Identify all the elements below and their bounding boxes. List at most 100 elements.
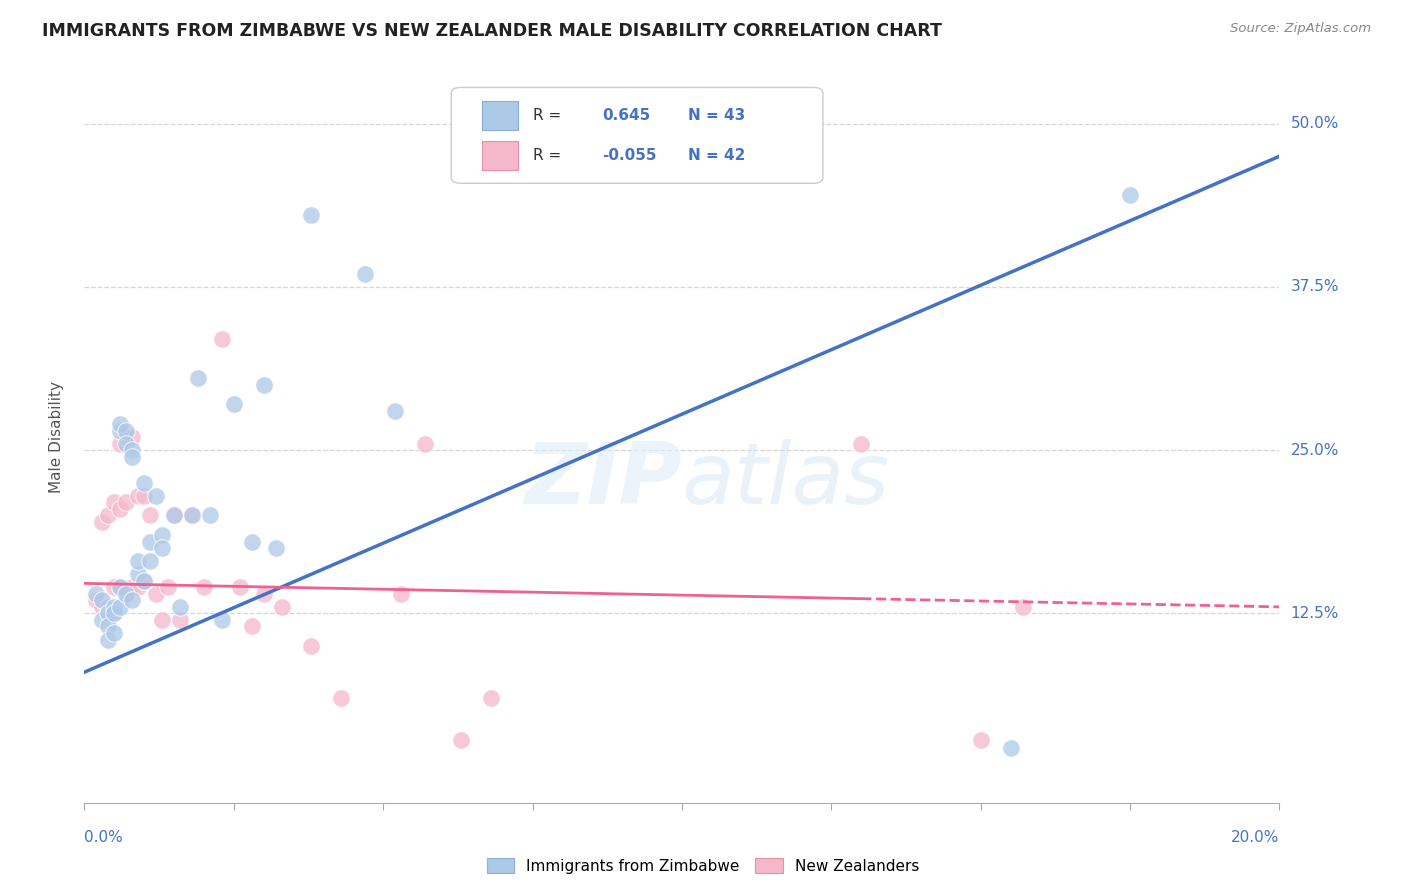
Point	[115, 587, 138, 601]
Point	[121, 580, 143, 594]
Text: 25.0%: 25.0%	[1291, 442, 1339, 458]
Point	[150, 613, 173, 627]
Point	[97, 632, 120, 647]
Point	[91, 599, 114, 614]
Point	[103, 607, 125, 621]
Point	[270, 599, 292, 614]
Text: 0.0%: 0.0%	[84, 830, 124, 845]
Point	[157, 580, 180, 594]
Point	[139, 554, 162, 568]
Point	[103, 495, 125, 509]
Point	[132, 489, 156, 503]
Point	[110, 424, 132, 438]
Point	[139, 534, 162, 549]
Point	[103, 626, 125, 640]
Point	[91, 593, 114, 607]
Point	[330, 691, 353, 706]
Point	[169, 599, 191, 614]
Point	[389, 587, 412, 601]
Point	[97, 607, 120, 621]
Point	[127, 554, 149, 568]
Point	[354, 267, 377, 281]
Text: N = 42: N = 42	[688, 148, 745, 163]
Point	[110, 580, 132, 594]
Point	[240, 534, 263, 549]
FancyBboxPatch shape	[482, 101, 519, 130]
FancyBboxPatch shape	[451, 87, 823, 183]
Point	[91, 515, 114, 529]
Text: R =: R =	[533, 148, 561, 163]
Text: 0.645: 0.645	[602, 108, 650, 123]
Legend: Immigrants from Zimbabwe, New Zealanders: Immigrants from Zimbabwe, New Zealanders	[481, 852, 925, 880]
Point	[301, 639, 323, 653]
Point	[211, 332, 233, 346]
Point	[97, 599, 120, 614]
Point	[450, 733, 472, 747]
Text: 12.5%: 12.5%	[1291, 606, 1339, 621]
Point	[86, 593, 108, 607]
Point	[228, 580, 252, 594]
Point	[103, 580, 125, 594]
Point	[253, 587, 276, 601]
Point	[127, 489, 149, 503]
Point	[851, 436, 873, 450]
Text: atlas: atlas	[682, 440, 890, 523]
Point	[110, 436, 132, 450]
Point	[121, 430, 143, 444]
Point	[115, 495, 138, 509]
Point	[301, 208, 323, 222]
Point	[384, 404, 406, 418]
Text: R =: R =	[533, 108, 561, 123]
Point	[132, 574, 156, 588]
Point	[163, 508, 186, 523]
Point	[187, 371, 209, 385]
Point	[181, 508, 204, 523]
Point	[413, 436, 436, 450]
Y-axis label: Male Disability: Male Disability	[49, 381, 63, 493]
Point	[132, 475, 156, 490]
Point	[110, 417, 132, 431]
Point	[253, 377, 276, 392]
Point	[115, 587, 138, 601]
Point	[103, 607, 125, 621]
Text: 50.0%: 50.0%	[1291, 116, 1339, 131]
Point	[193, 580, 215, 594]
Point	[1119, 188, 1142, 202]
Text: IMMIGRANTS FROM ZIMBABWE VS NEW ZEALANDER MALE DISABILITY CORRELATION CHART: IMMIGRANTS FROM ZIMBABWE VS NEW ZEALANDE…	[42, 22, 942, 40]
Point	[198, 508, 221, 523]
Text: 20.0%: 20.0%	[1232, 830, 1279, 845]
Point	[169, 613, 191, 627]
Point	[121, 593, 143, 607]
Point	[110, 580, 132, 594]
Text: 37.5%: 37.5%	[1291, 279, 1339, 294]
Point	[222, 397, 245, 411]
Point	[150, 528, 173, 542]
Point	[97, 619, 120, 633]
Point	[127, 567, 149, 582]
Point	[115, 430, 138, 444]
Point	[145, 489, 167, 503]
Point	[211, 613, 233, 627]
Point	[115, 424, 138, 438]
Point	[181, 508, 204, 523]
Point	[240, 619, 263, 633]
Point	[86, 587, 108, 601]
Text: -0.055: -0.055	[602, 148, 657, 163]
Point	[150, 541, 173, 555]
Text: N = 43: N = 43	[688, 108, 745, 123]
Point	[91, 613, 114, 627]
Point	[127, 580, 149, 594]
Point	[139, 508, 162, 523]
Point	[110, 502, 132, 516]
Text: Source: ZipAtlas.com: Source: ZipAtlas.com	[1230, 22, 1371, 36]
Point	[121, 443, 143, 458]
Point	[121, 450, 143, 464]
Point	[115, 436, 138, 450]
Point	[97, 508, 120, 523]
Point	[103, 599, 125, 614]
Point	[970, 733, 993, 747]
Point	[1000, 740, 1022, 755]
Point	[264, 541, 287, 555]
FancyBboxPatch shape	[482, 141, 519, 170]
Point	[163, 508, 186, 523]
